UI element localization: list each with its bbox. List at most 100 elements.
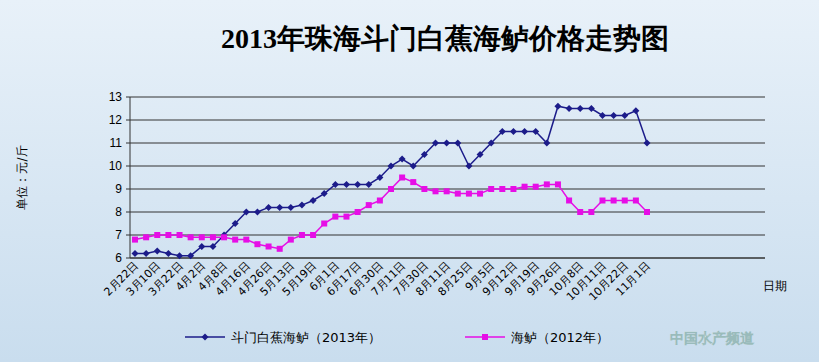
marker	[421, 151, 428, 158]
marker	[633, 198, 639, 204]
marker	[210, 234, 216, 240]
series-line	[135, 178, 647, 249]
marker	[510, 186, 516, 192]
marker	[444, 188, 450, 194]
marker	[433, 188, 439, 194]
marker	[644, 209, 650, 215]
marker	[298, 202, 305, 209]
marker	[343, 214, 349, 220]
marker	[154, 232, 160, 238]
tick	[126, 189, 130, 190]
marker	[455, 191, 461, 197]
marker	[543, 140, 550, 147]
marker	[365, 181, 372, 188]
marker	[165, 250, 172, 257]
marker	[354, 181, 361, 188]
y-tick-label: 6	[115, 251, 122, 265]
marker	[410, 163, 417, 170]
marker	[232, 220, 239, 227]
marker	[510, 128, 517, 135]
marker	[443, 140, 450, 147]
marker	[410, 179, 416, 185]
marker	[399, 175, 405, 181]
tick	[126, 212, 130, 213]
marker	[266, 244, 272, 250]
marker	[454, 140, 461, 147]
marker	[198, 243, 205, 250]
y-axis	[130, 97, 131, 258]
marker	[154, 248, 161, 255]
y-tick-label: 13	[109, 90, 123, 104]
marker	[554, 103, 561, 110]
marker	[132, 237, 138, 243]
marker	[187, 252, 194, 259]
marker	[577, 209, 583, 215]
marker	[588, 209, 594, 215]
marker	[532, 128, 539, 135]
marker	[321, 190, 328, 197]
marker	[533, 184, 539, 190]
tick	[126, 97, 130, 98]
marker	[254, 241, 260, 247]
marker	[143, 234, 149, 240]
y-tick-label: 10	[109, 159, 123, 173]
marker	[232, 237, 238, 243]
x-axis	[130, 258, 765, 259]
marker	[632, 107, 639, 114]
marker	[388, 163, 395, 170]
marker	[332, 181, 339, 188]
marker	[254, 209, 261, 216]
y-tick-label: 7	[115, 228, 122, 242]
marker	[277, 246, 283, 252]
marker	[265, 204, 272, 211]
marker	[577, 105, 584, 112]
y-tick-label: 8	[115, 205, 122, 219]
legend-label: 海鲈（2012年）	[511, 330, 609, 345]
grid-line	[130, 97, 765, 98]
marker	[566, 198, 572, 204]
tick	[126, 258, 130, 259]
marker	[288, 237, 294, 243]
marker	[377, 198, 383, 204]
marker	[321, 221, 327, 227]
marker	[477, 151, 484, 158]
y-tick-label: 12	[109, 113, 123, 127]
grid-line	[130, 120, 765, 121]
tick	[126, 235, 130, 236]
marker	[566, 105, 573, 112]
series-line	[135, 106, 647, 256]
watermark: 中国水产频道	[670, 330, 755, 346]
marker	[522, 184, 528, 190]
tick	[126, 120, 130, 121]
marker	[366, 202, 372, 208]
marker	[388, 186, 394, 192]
marker	[355, 209, 361, 215]
y-tick-label: 9	[115, 182, 122, 196]
marker	[622, 198, 628, 204]
y-axis-label: 单位：元/斤	[15, 145, 29, 209]
legend-marker	[202, 334, 209, 341]
marker	[599, 198, 605, 204]
marker	[276, 204, 283, 211]
grid-line	[130, 166, 765, 167]
marker	[177, 232, 183, 238]
title: 2013年珠海斗门白蕉海鲈价格走势图	[221, 23, 669, 54]
marker	[132, 250, 139, 257]
marker	[221, 234, 227, 240]
marker	[399, 156, 406, 163]
marker	[611, 198, 617, 204]
marker	[432, 140, 439, 147]
marker	[310, 197, 317, 204]
marker	[544, 181, 550, 187]
plot	[132, 103, 651, 260]
marker	[209, 243, 216, 250]
legend-marker	[482, 334, 488, 340]
marker	[555, 181, 561, 187]
grid-line	[130, 258, 765, 259]
marker	[466, 191, 472, 197]
marker	[421, 186, 427, 192]
marker	[465, 163, 472, 170]
marker	[588, 105, 595, 112]
marker	[499, 128, 506, 135]
marker	[176, 252, 183, 259]
